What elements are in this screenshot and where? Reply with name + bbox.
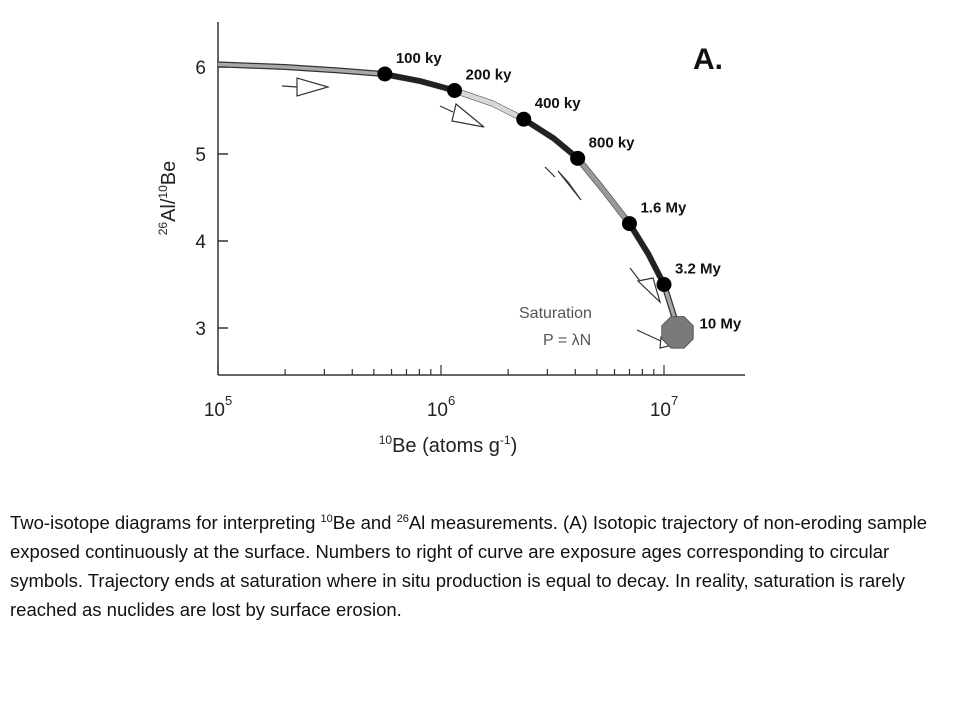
age-point bbox=[516, 111, 532, 127]
saturation-annotation-line2: P = λN bbox=[543, 332, 591, 349]
age-point bbox=[621, 216, 637, 232]
caption-part2: Be and bbox=[332, 512, 397, 533]
x-axis-title: 10Be (atoms g-1) bbox=[379, 433, 518, 457]
age-label: 100 ky bbox=[396, 50, 443, 67]
trajectory-segment bbox=[384, 71, 456, 93]
age-point bbox=[447, 82, 463, 98]
age-point bbox=[570, 150, 586, 166]
direction-arrow bbox=[439, 102, 485, 128]
y-axis-title-sup2: 10 bbox=[156, 185, 170, 199]
y-axis-title: 26Al/10Be bbox=[156, 161, 180, 236]
x-tick-label: 105 bbox=[204, 393, 232, 421]
trajectory-segment bbox=[453, 88, 525, 122]
age-points bbox=[377, 66, 672, 292]
direction-arrow bbox=[544, 166, 582, 201]
age-label: 200 ky bbox=[466, 66, 513, 83]
x-tick-label: 107 bbox=[650, 393, 678, 421]
x-axis-title-exp: -1 bbox=[500, 433, 511, 447]
caption-sup1: 10 bbox=[320, 512, 333, 525]
age-label: 3.2 My bbox=[675, 261, 722, 278]
direction-arrows bbox=[281, 77, 680, 349]
direction-arrow bbox=[281, 77, 331, 97]
caption-part3: Al measurements. (A) Isotopic trajectory… bbox=[10, 512, 928, 620]
caption-part1: Two-isotope diagrams for interpreting bbox=[10, 512, 321, 533]
direction-arrow bbox=[629, 267, 662, 304]
trajectory-segment bbox=[627, 222, 667, 286]
age-point bbox=[377, 66, 393, 82]
x-ticks: 105 106 107 bbox=[204, 365, 678, 421]
trajectory-curve bbox=[217, 61, 681, 333]
age-label: 1.6 My bbox=[640, 200, 687, 217]
age-labels: 100 ky 200 ky 400 ky 800 ky 1.6 My 3.2 My bbox=[396, 50, 722, 278]
x-axis-title-sup: 10 bbox=[379, 433, 393, 447]
caption-sup2: 26 bbox=[396, 512, 409, 525]
y-ticks: 3 4 5 6 bbox=[195, 58, 228, 340]
y-tick-label: 6 bbox=[195, 58, 206, 79]
panel-label: A. bbox=[693, 43, 723, 76]
x-tick-label: 106 bbox=[427, 393, 455, 421]
y-axis-title-end: Be bbox=[158, 161, 180, 185]
figure-caption: Two-isotope diagrams for interpreting 10… bbox=[10, 508, 940, 624]
saturation-age-label: 10 My bbox=[700, 315, 742, 332]
x-axis-title-close: ) bbox=[511, 435, 518, 457]
y-tick-label: 5 bbox=[195, 145, 206, 166]
age-label: 400 ky bbox=[535, 95, 582, 112]
age-point bbox=[656, 277, 672, 292]
y-axis-title-sup1: 26 bbox=[156, 222, 170, 236]
y-axis-title-mid: Al/ bbox=[158, 198, 180, 222]
saturation-marker bbox=[661, 316, 694, 349]
trajectory-segment bbox=[575, 156, 632, 226]
age-label: 800 ky bbox=[589, 134, 636, 151]
trajectory-segment bbox=[522, 117, 580, 161]
saturation-annotation-line1: Saturation bbox=[519, 305, 592, 322]
x-axis-title-base: Be (atoms g bbox=[392, 435, 500, 457]
y-tick-label: 3 bbox=[195, 319, 206, 340]
y-tick-label: 4 bbox=[195, 232, 206, 253]
